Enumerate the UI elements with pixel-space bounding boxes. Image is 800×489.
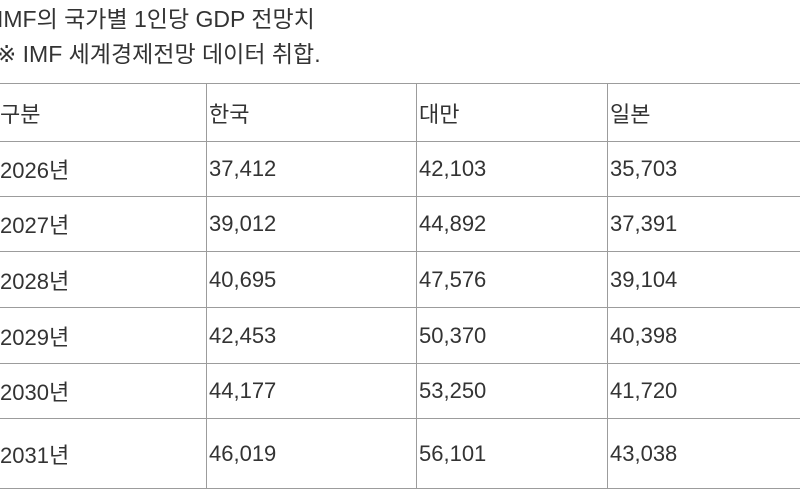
column-header-category: 구분: [0, 84, 207, 142]
table-row: 2029년 42,453 50,370 40,398: [0, 308, 800, 364]
table-row: 2027년 39,012 44,892 37,391: [0, 197, 800, 252]
table-cell-taiwan: 47,576: [417, 252, 608, 308]
table-cell-taiwan: 44,892: [417, 197, 608, 252]
column-header-korea: 한국: [207, 84, 417, 142]
table-row: 2030년 44,177 53,250 41,720: [0, 364, 800, 419]
table-cell-korea: 39,012: [207, 197, 417, 252]
table-cell-korea: 40,695: [207, 252, 417, 308]
table-cell-japan: 35,703: [608, 142, 800, 197]
table-cell-taiwan: 42,103: [417, 142, 608, 197]
article-subtitle: ※ IMF 세계경제전망 데이터 취합.: [0, 37, 321, 72]
table-cell-taiwan: 53,250: [417, 364, 608, 419]
table-cell-korea: 44,177: [207, 364, 417, 419]
table-row: 2026년 37,412 42,103 35,703: [0, 142, 800, 197]
table-cell-korea: 42,453: [207, 308, 417, 364]
table-header-row: 구분 한국 대만 일본: [0, 84, 800, 142]
gdp-forecast-table: 구분 한국 대만 일본 2026년 37,412 42,103 35,703 2…: [0, 83, 800, 489]
article-header: IMF의 국가별 1인당 GDP 전망치 ※ IMF 세계경제전망 데이터 취합…: [0, 2, 321, 72]
table-cell-taiwan: 56,101: [417, 419, 608, 489]
table-cell-taiwan: 50,370: [417, 308, 608, 364]
table-cell-year: 2029년: [0, 308, 207, 364]
table-cell-korea: 46,019: [207, 419, 417, 489]
table-cell-year: 2030년: [0, 364, 207, 419]
table-cell-korea: 37,412: [207, 142, 417, 197]
article-table-view: { "header": { "title": "IMF의 국가별 1인당 GDP…: [0, 0, 800, 479]
table-cell-year: 2027년: [0, 197, 207, 252]
column-header-japan: 일본: [608, 84, 800, 142]
table-cell-year: 2031년: [0, 419, 207, 489]
table-cell-japan: 41,720: [608, 364, 800, 419]
table-cell-japan: 39,104: [608, 252, 800, 308]
table-row: 2028년 40,695 47,576 39,104: [0, 252, 800, 308]
table-cell-japan: 43,038: [608, 419, 800, 489]
table-cell-japan: 40,398: [608, 308, 800, 364]
table-cell-year: 2026년: [0, 142, 207, 197]
table-cell-year: 2028년: [0, 252, 207, 308]
table-cell-japan: 37,391: [608, 197, 800, 252]
article-title: IMF의 국가별 1인당 GDP 전망치: [0, 2, 321, 37]
column-header-taiwan: 대만: [417, 84, 608, 142]
table-row: 2031년 46,019 56,101 43,038: [0, 419, 800, 489]
